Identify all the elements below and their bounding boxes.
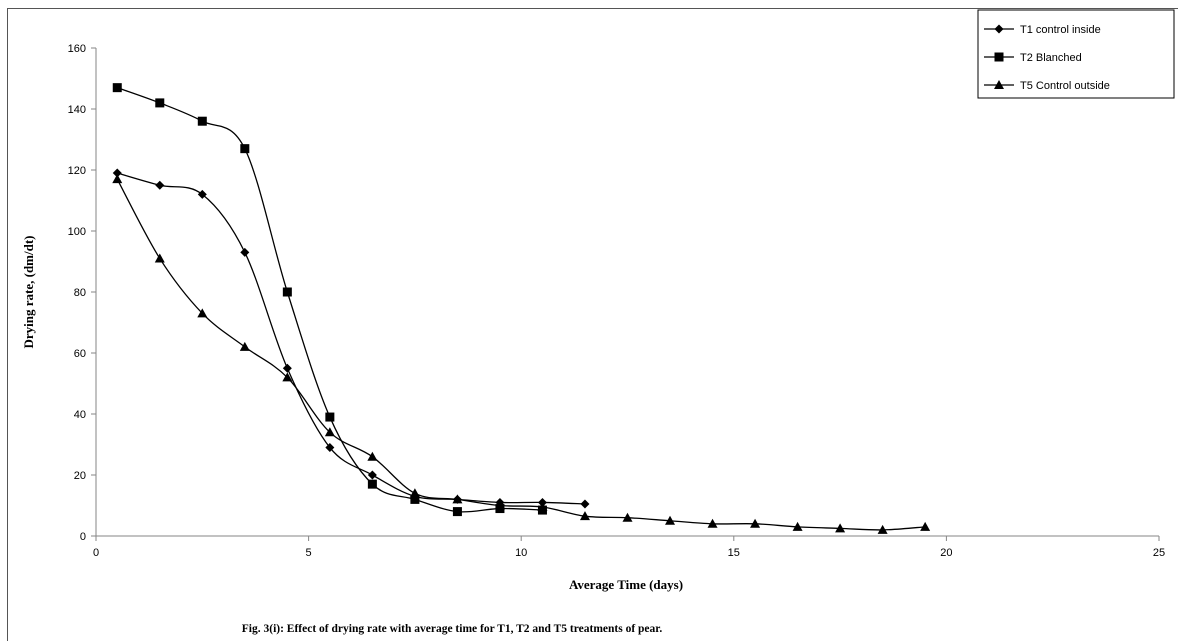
data-point [112,83,122,93]
data-point [197,189,207,199]
data-point [240,144,250,154]
x-tick-label: 5 [306,547,312,559]
data-point [665,515,676,525]
data-point [155,180,165,190]
legend-marker [994,80,1004,89]
x-tick-label: 25 [1153,547,1165,559]
x-tick-label: 0 [93,547,99,559]
data-point [877,524,888,534]
data-point [325,443,335,453]
y-tick-label: 100 [68,226,86,238]
data-point [494,500,505,510]
data-point [240,247,250,257]
data-point [197,116,207,126]
data-point [835,523,846,533]
data-point [367,479,377,489]
x-axis-title: Average Time (days) [569,577,683,592]
data-point [622,512,633,522]
series-t5-control-outside [112,174,931,534]
legend: T1 control inside T2 Blanched T5 Control o… [977,9,1175,99]
legend-label: T1 control inside [1020,24,1101,36]
x-tick-label: 10 [515,547,527,559]
data-point [367,451,378,461]
legend-box [977,9,1175,99]
x-tick-label: 20 [940,547,952,559]
data-point [750,518,761,528]
y-tick-label: 20 [74,470,86,482]
data-point [579,511,590,521]
data-point [197,308,208,318]
legend-label: T2 Blanched [1020,52,1082,64]
figure-caption: Fig. 3(i): Effect of drying rate with av… [242,623,663,635]
axes: 0 20 40 60 80 100 120 140 160 0 5 10 15 20 25 [68,43,1165,559]
y-tick-label: 120 [68,165,86,177]
legend-marker [994,52,1004,62]
x-tick-label: 15 [728,547,740,559]
data-point [282,363,292,373]
data-point [707,518,718,528]
data-point [452,494,463,504]
series-layer [112,83,931,534]
y-tick-label: 80 [74,287,86,299]
data-point [239,341,250,351]
legend-item: T2 Blanched [984,52,1082,64]
legend-marker [994,24,1004,34]
y-tick-label: 140 [68,104,86,116]
data-point [324,427,335,437]
y-tick-label: 40 [74,409,86,421]
data-point [580,499,590,509]
legend-label: T5 Control outside [1020,80,1110,92]
chart-frame [7,8,1178,641]
series-line [117,172,586,505]
data-point [920,521,931,531]
y-axis-title: Drying rate, (dm/dt) [21,235,36,348]
data-point [112,168,122,178]
y-tick-label: 160 [68,43,86,55]
data-point [792,521,803,531]
data-point [282,372,293,382]
data-point [367,470,377,480]
data-point [452,507,462,517]
data-point [112,174,123,184]
data-point [537,502,548,512]
data-point [325,412,335,422]
legend-item: T5 Control outside [984,80,1110,92]
data-point [410,494,420,504]
data-point [154,253,165,263]
y-tick-label: 60 [74,348,86,360]
series-line [116,178,926,531]
data-point [409,488,420,498]
legend-item: T1 control inside [984,24,1101,36]
y-tick-label: 0 [80,531,86,543]
data-point [282,287,292,297]
data-point [155,98,165,108]
